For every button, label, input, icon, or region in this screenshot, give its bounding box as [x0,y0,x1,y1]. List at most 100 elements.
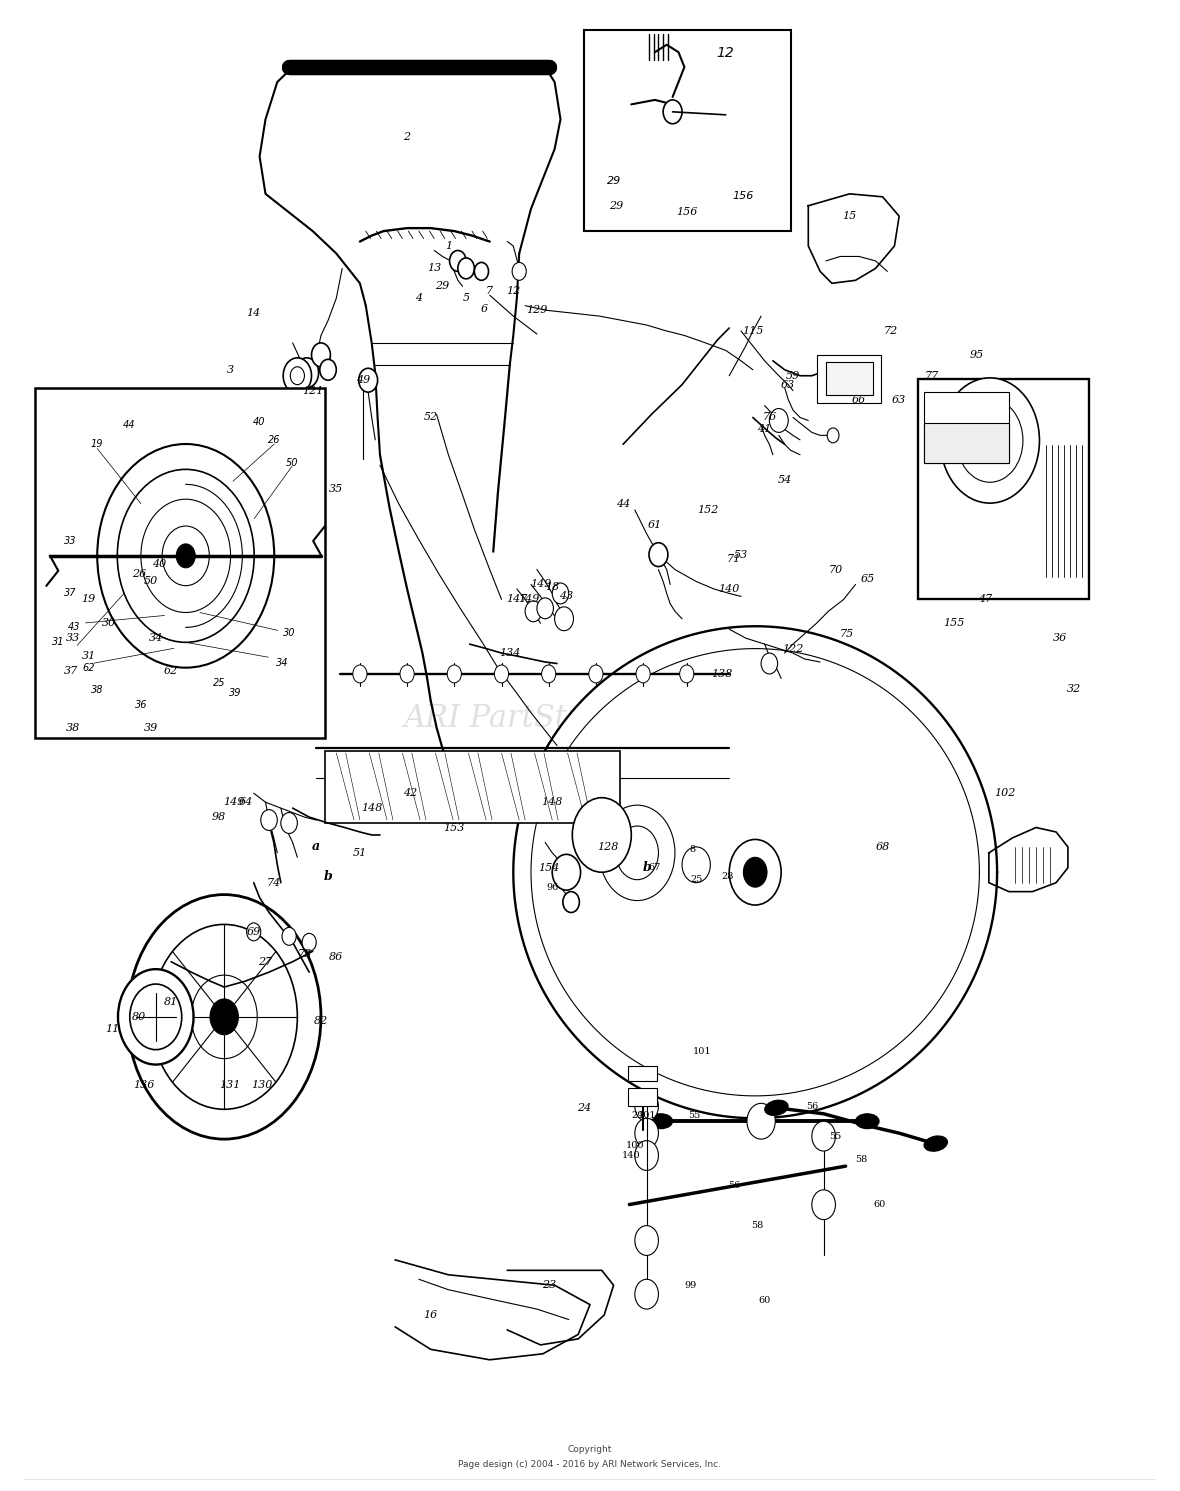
Circle shape [176,544,195,568]
Text: 60: 60 [759,1296,771,1305]
Text: 23: 23 [542,1281,556,1290]
Text: 44: 44 [616,499,630,508]
Text: 19: 19 [91,438,104,449]
Circle shape [635,1279,658,1309]
Text: 40: 40 [152,559,166,568]
Circle shape [127,895,321,1139]
Bar [584,30,791,231]
Circle shape [261,810,277,830]
Bar [628,1088,657,1106]
Text: 61: 61 [648,520,662,529]
Text: 153: 153 [444,823,465,832]
Text: 38: 38 [91,684,104,695]
Text: 30: 30 [283,628,296,638]
Circle shape [117,470,254,643]
Text: 14: 14 [247,309,261,318]
Text: 13: 13 [427,264,441,273]
Text: 99: 99 [684,1281,696,1290]
Circle shape [191,975,257,1059]
Text: Page design (c) 2004 - 2016 by ARI Network Services, Inc.: Page design (c) 2004 - 2016 by ARI Netwo… [459,1460,721,1469]
Text: 36: 36 [135,699,148,710]
Circle shape [812,1121,835,1151]
Circle shape [140,499,230,613]
Text: 149: 149 [530,580,551,589]
Text: 3: 3 [227,365,234,374]
Text: 12: 12 [716,46,735,60]
Text: 32: 32 [1067,684,1081,693]
Circle shape [353,665,367,683]
Text: 27: 27 [258,957,273,966]
Circle shape [635,1091,658,1121]
Text: 4: 4 [415,294,422,303]
Circle shape [525,601,542,622]
Bar [826,362,873,395]
Text: b: b [642,862,651,874]
Circle shape [542,665,556,683]
Text: 62: 62 [164,666,178,675]
Text: 33: 33 [64,535,77,546]
Circle shape [312,343,330,367]
Circle shape [635,1118,658,1148]
Circle shape [563,892,579,912]
Text: 16: 16 [424,1311,438,1320]
Text: 43: 43 [559,592,573,601]
Text: 41: 41 [758,425,772,434]
Text: 81: 81 [164,997,178,1006]
Text: 42: 42 [404,789,418,798]
Text: 52: 52 [424,413,438,422]
Text: 53: 53 [734,550,748,559]
Text: 73: 73 [297,950,312,959]
Text: 62: 62 [83,662,96,672]
Text: 115: 115 [742,327,763,335]
Polygon shape [395,1260,590,1360]
Text: 33: 33 [66,634,80,643]
Text: 43: 43 [67,622,80,632]
Circle shape [680,665,694,683]
Text: Copyright: Copyright [568,1445,612,1454]
Circle shape [281,813,297,833]
Circle shape [130,984,182,1050]
Circle shape [649,543,668,567]
Text: 38: 38 [66,723,80,732]
Circle shape [447,665,461,683]
Circle shape [940,377,1040,502]
Circle shape [957,398,1023,482]
Bar [918,379,1089,599]
Text: 136: 136 [133,1081,155,1090]
Circle shape [290,367,304,385]
Bar [924,392,1010,462]
Text: 122: 122 [782,644,804,653]
Text: 49: 49 [356,376,371,385]
Polygon shape [989,828,1068,892]
Circle shape [729,839,781,905]
Text: 82: 82 [314,1017,328,1026]
Polygon shape [507,1270,614,1345]
Circle shape [572,798,631,872]
Text: 58: 58 [856,1156,867,1164]
Text: 152: 152 [697,505,719,514]
Text: 74: 74 [267,878,281,887]
Text: 156: 156 [733,191,754,201]
Text: 63: 63 [781,380,795,389]
Text: 28: 28 [722,872,734,881]
Text: 134: 134 [499,649,520,658]
Text: 154: 154 [538,863,559,872]
Polygon shape [808,194,899,283]
Circle shape [247,923,261,941]
Text: 15: 15 [843,212,857,221]
Text: a: a [313,841,320,853]
Text: 50: 50 [144,577,158,586]
Text: 2: 2 [404,133,411,142]
Circle shape [283,358,312,394]
Text: 19: 19 [81,595,96,604]
Text: 26: 26 [132,570,146,579]
Ellipse shape [765,1100,788,1115]
Text: 55: 55 [830,1132,841,1141]
Text: 39: 39 [144,723,158,732]
Text: 24: 24 [577,1103,591,1112]
Circle shape [747,1103,775,1139]
Ellipse shape [856,1114,879,1129]
Circle shape [616,826,658,880]
Text: 100: 100 [625,1141,644,1150]
Bar [628,1066,657,1081]
